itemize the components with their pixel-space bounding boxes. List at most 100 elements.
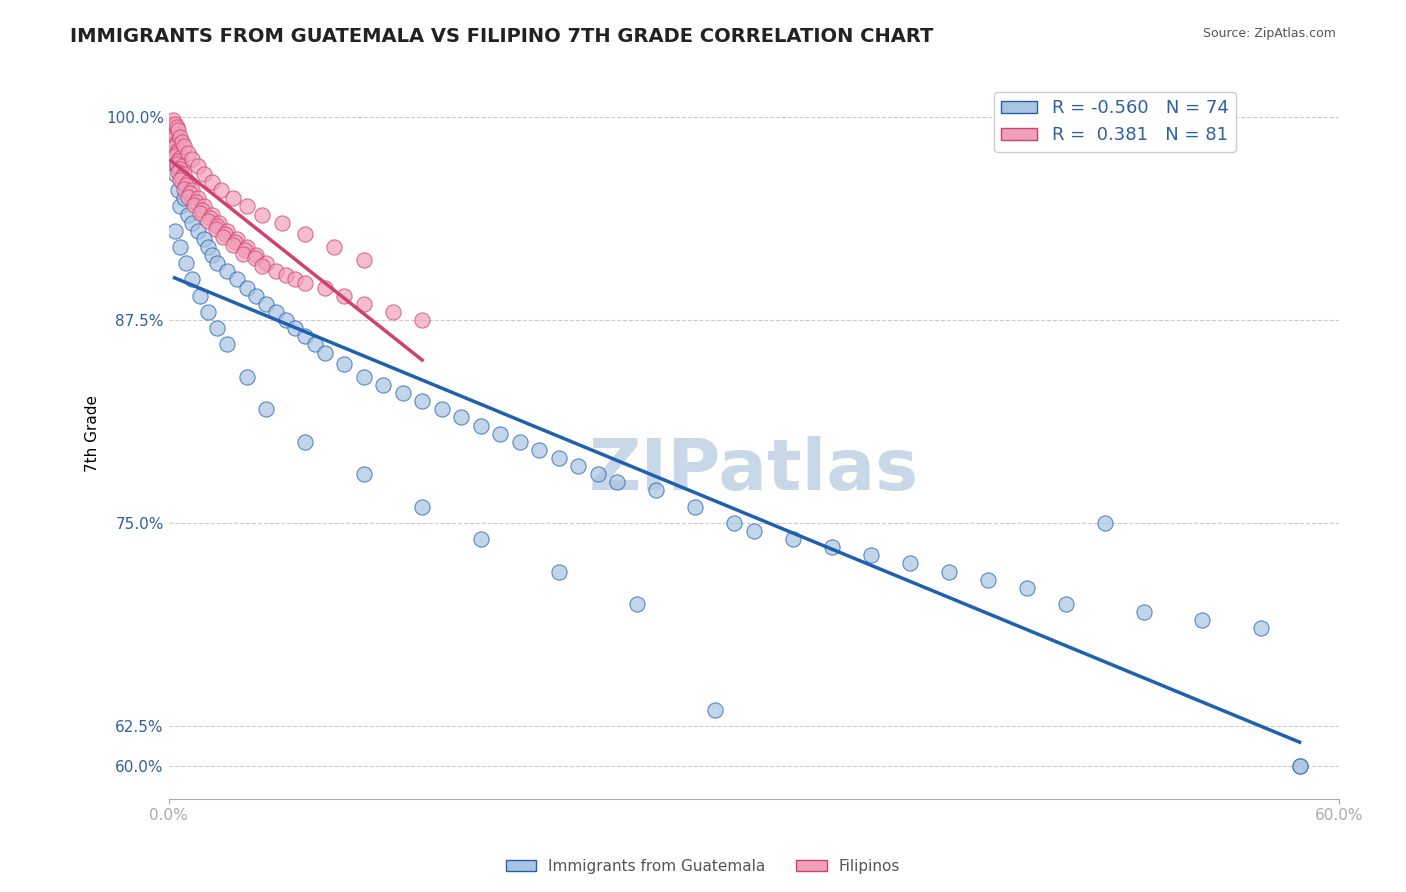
Point xyxy=(391,386,413,401)
Point xyxy=(411,313,433,327)
Point xyxy=(209,183,232,197)
Point xyxy=(233,244,256,258)
Point xyxy=(166,159,188,173)
Point xyxy=(217,224,239,238)
Point xyxy=(274,268,297,282)
Point xyxy=(187,191,209,205)
Point xyxy=(163,137,186,152)
Point xyxy=(167,154,190,169)
Point xyxy=(193,199,215,213)
Point xyxy=(217,337,239,351)
Point xyxy=(222,238,245,252)
Point xyxy=(353,297,375,311)
Point xyxy=(284,272,307,286)
Point xyxy=(166,120,188,134)
Point xyxy=(217,264,239,278)
Point xyxy=(172,135,194,149)
Point xyxy=(184,194,207,209)
Point xyxy=(1132,605,1154,619)
Point xyxy=(159,125,181,139)
Point xyxy=(188,206,211,220)
Point xyxy=(177,145,200,160)
Point xyxy=(1191,613,1213,627)
Point xyxy=(314,345,336,359)
Point xyxy=(1250,621,1272,635)
Point xyxy=(197,240,219,254)
Point xyxy=(169,240,191,254)
Point xyxy=(742,524,765,538)
Point xyxy=(187,159,209,173)
Legend: R = -0.560   N = 74, R =  0.381   N = 81: R = -0.560 N = 74, R = 0.381 N = 81 xyxy=(994,92,1236,152)
Text: Source: ZipAtlas.com: Source: ZipAtlas.com xyxy=(1202,27,1336,40)
Point xyxy=(181,183,204,197)
Legend: Immigrants from Guatemala, Filipinos: Immigrants from Guatemala, Filipinos xyxy=(499,853,907,880)
Point xyxy=(197,305,219,319)
Point xyxy=(204,222,226,236)
Point xyxy=(163,167,186,181)
Point xyxy=(683,500,706,514)
Point xyxy=(232,246,254,260)
Point xyxy=(411,500,433,514)
Point xyxy=(294,276,316,290)
Point xyxy=(254,402,277,417)
Point xyxy=(167,183,190,197)
Point xyxy=(197,214,219,228)
Point xyxy=(245,248,267,262)
Point xyxy=(163,224,186,238)
Point xyxy=(187,224,209,238)
Point xyxy=(430,402,453,417)
Point xyxy=(201,248,224,262)
Point xyxy=(201,208,224,222)
Point xyxy=(304,337,326,351)
Point xyxy=(626,597,648,611)
Point xyxy=(166,157,188,171)
Point xyxy=(162,141,184,155)
Point xyxy=(166,145,188,160)
Point xyxy=(172,159,194,173)
Point xyxy=(274,313,297,327)
Point xyxy=(252,208,274,222)
Point xyxy=(163,127,186,141)
Point xyxy=(174,256,197,270)
Point xyxy=(181,272,204,286)
Point xyxy=(162,113,184,128)
Point xyxy=(645,483,668,498)
Point xyxy=(470,532,492,546)
Point xyxy=(323,240,346,254)
Point xyxy=(173,139,195,153)
Text: IMMIGRANTS FROM GUATEMALA VS FILIPINO 7TH GRADE CORRELATION CHART: IMMIGRANTS FROM GUATEMALA VS FILIPINO 7T… xyxy=(70,27,934,45)
Point xyxy=(226,232,249,246)
Point xyxy=(284,321,307,335)
Point xyxy=(159,133,181,147)
Point xyxy=(245,289,267,303)
Point xyxy=(208,216,231,230)
Point xyxy=(235,280,257,294)
Point xyxy=(163,117,186,131)
Point xyxy=(166,135,188,149)
Point xyxy=(212,230,235,244)
Point xyxy=(723,516,745,530)
Point xyxy=(294,329,316,343)
Point xyxy=(373,378,395,392)
Point xyxy=(201,175,224,189)
Point xyxy=(222,191,245,205)
Point xyxy=(193,232,215,246)
Point xyxy=(159,118,181,132)
Point xyxy=(188,289,211,303)
Point xyxy=(782,532,804,546)
Point xyxy=(235,199,257,213)
Point xyxy=(224,235,246,249)
Point xyxy=(235,240,257,254)
Point xyxy=(181,153,204,167)
Point xyxy=(207,219,229,233)
Point xyxy=(214,227,236,241)
Point xyxy=(567,459,589,474)
Point xyxy=(314,280,336,294)
Point xyxy=(1054,597,1077,611)
Point xyxy=(606,475,628,490)
Point xyxy=(172,170,194,185)
Point xyxy=(177,175,200,189)
Point xyxy=(252,260,274,274)
Point xyxy=(353,369,375,384)
Point xyxy=(169,199,191,213)
